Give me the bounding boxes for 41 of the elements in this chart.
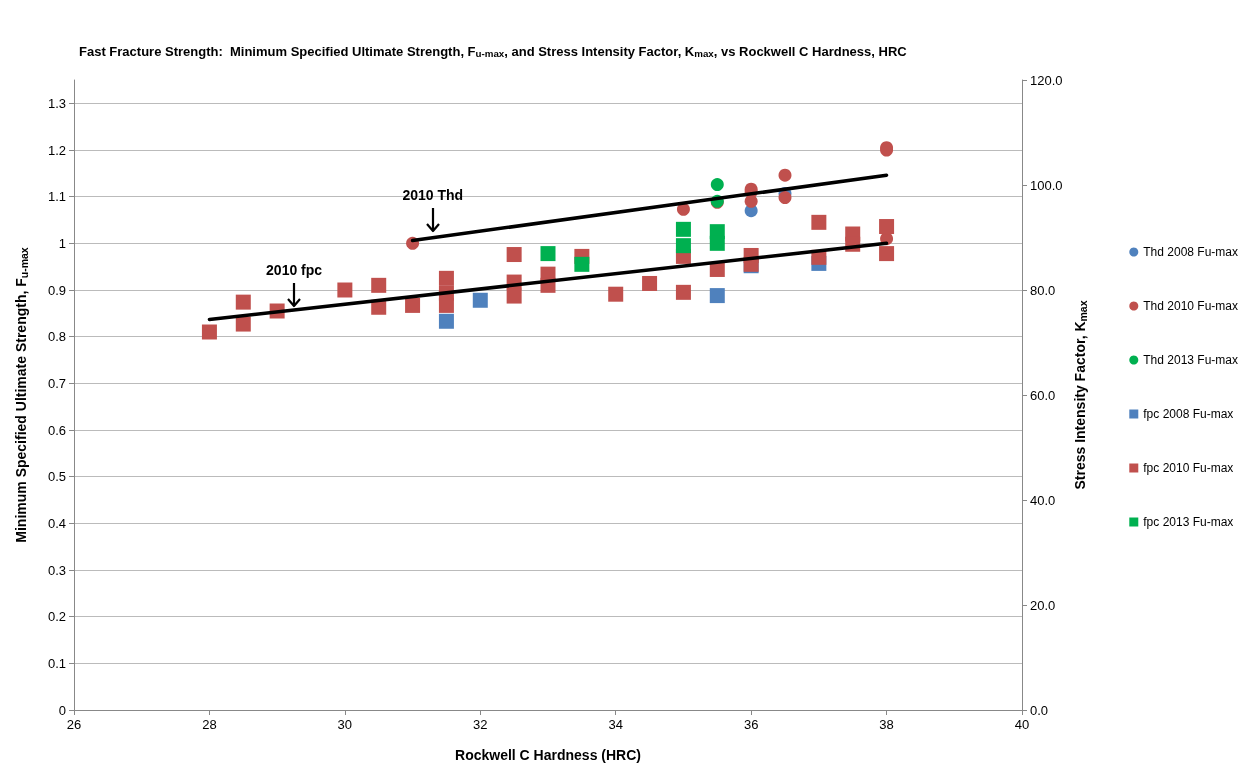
y2-tick-label: 40.0 bbox=[1030, 492, 1056, 508]
y-tick-label: 0.3 bbox=[47, 562, 66, 578]
y2-tick-label: 80.0 bbox=[1030, 282, 1056, 298]
y-tick-label: 1.1 bbox=[47, 189, 66, 205]
x-tick-label: 36 bbox=[743, 717, 759, 732]
y2-axis-title: Stress Intensity Factor, Kmax bbox=[1072, 300, 1089, 490]
y2-tick-label: 0.0 bbox=[1030, 702, 1049, 718]
y-tick-label: 0.4 bbox=[47, 515, 66, 531]
chart-title: Fast Fracture Strength: Minimum Specified Ultimate Strength, Fu-max, and Stress Intensity Factor, Kmax, vs Rockwell C Hardness, HRC bbox=[79, 44, 908, 60]
y2-tick-label: 120.0 bbox=[1030, 72, 1063, 88]
x-tick-label: 34 bbox=[608, 717, 623, 732]
annotation: 2010 fpc bbox=[266, 261, 323, 278]
legend-label: Thd 2013 Fu-max bbox=[1143, 353, 1239, 367]
y2-tick-label: 20.0 bbox=[1030, 597, 1056, 613]
y2-tick-label: 60.0 bbox=[1030, 387, 1056, 403]
y-tick-label: 0.8 bbox=[47, 329, 66, 345]
x-tick-label: 32 bbox=[473, 717, 488, 732]
y-tick-label: 0.6 bbox=[47, 422, 66, 438]
legend-label: Thd 2010 Fu-max bbox=[1143, 299, 1239, 313]
x-axis-title: Rockwell C Hardness (HRC) bbox=[455, 747, 641, 763]
y2-tick-label: 100.0 bbox=[1030, 177, 1063, 193]
x-tick-label: 40 bbox=[1014, 717, 1030, 732]
y-tick-label: 1.3 bbox=[47, 95, 66, 111]
y-tick-label: 0.7 bbox=[47, 375, 66, 391]
y-tick-label: 0.1 bbox=[47, 655, 66, 671]
y-tick-label: 0.9 bbox=[47, 282, 66, 298]
y-tick-label: 0 bbox=[58, 702, 66, 718]
y-tick-label: 1.2 bbox=[47, 142, 66, 158]
y-tick-label: 0.2 bbox=[47, 609, 66, 625]
y-axis-title: Minimum Specified Ultimate Strength, Fu-max bbox=[13, 247, 30, 543]
legend-label: fpc 2010 Fu-max bbox=[1143, 461, 1234, 475]
legend-label: Thd 2008 Fu-max bbox=[1143, 245, 1239, 259]
x-tick-label: 30 bbox=[337, 717, 353, 732]
annotation: 2010 Thd bbox=[402, 187, 464, 204]
y-tick-label: 1 bbox=[58, 235, 66, 251]
x-tick-label: 26 bbox=[66, 717, 82, 732]
x-tick-label: 38 bbox=[879, 717, 894, 732]
legend-label: fpc 2013 Fu-max bbox=[1143, 515, 1234, 529]
y-tick-label: 0.5 bbox=[47, 469, 66, 485]
x-tick-label: 28 bbox=[202, 717, 217, 732]
legend-label: fpc 2008 Fu-max bbox=[1143, 407, 1234, 421]
